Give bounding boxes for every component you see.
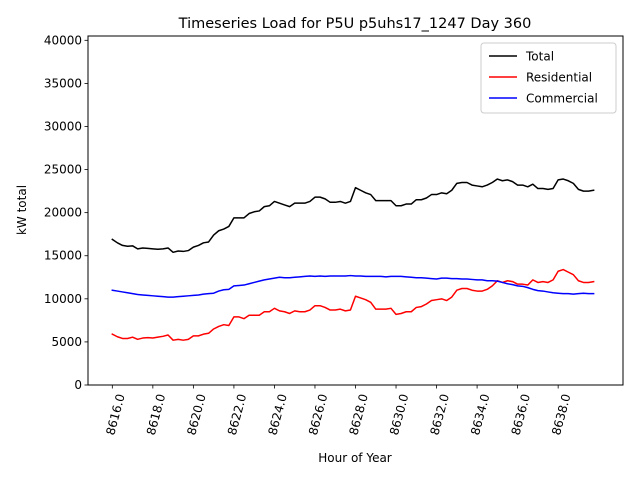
- legend-label-total: Total: [525, 50, 554, 64]
- plot-area: [87, 35, 624, 386]
- x-axis-title: Hour of Year: [318, 451, 392, 465]
- legend-label-commercial: Commercial: [526, 92, 598, 106]
- series-layer: [111, 178, 595, 341]
- series-line-residential: [111, 268, 595, 341]
- legend-label-residential: Residential: [526, 71, 592, 85]
- y-tick-label: 35000: [44, 76, 82, 90]
- y-tick-label: 15000: [44, 249, 82, 263]
- legend-box: [480, 42, 617, 114]
- series-line-commercial: [111, 274, 595, 298]
- y-tick-label: 30000: [44, 119, 82, 133]
- y-tick-label: 10000: [44, 292, 82, 306]
- y-tick-label: 40000: [44, 33, 82, 47]
- y-axis-title: kW total: [15, 185, 29, 235]
- series-line-total: [111, 178, 595, 254]
- y-tick-label: 5000: [51, 335, 82, 349]
- y-tick-label: 0: [74, 378, 82, 392]
- legend: Total Residential Commercial: [480, 42, 617, 114]
- y-axis: 0 5000 10000 15000 20000 25000 30000 35000 40000: [44, 33, 88, 392]
- y-tick-label: 25000: [44, 163, 82, 177]
- y-tick-label: 20000: [44, 206, 82, 220]
- chart-title: Timeseries Load for P5U p5uhs17_1247 Day…: [178, 16, 532, 32]
